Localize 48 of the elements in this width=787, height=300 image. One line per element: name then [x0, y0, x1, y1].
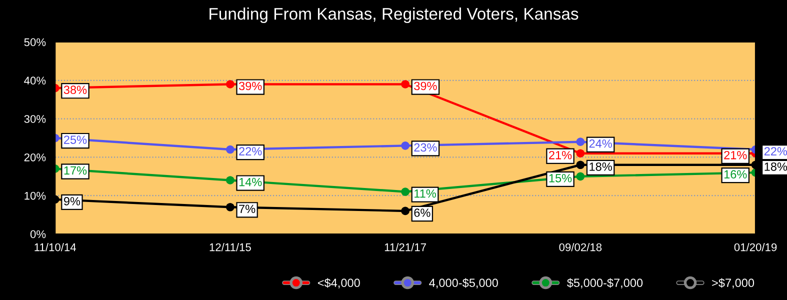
y-tick-label: 30%: [24, 115, 46, 123]
point: [576, 160, 585, 170]
y-tick-label: 40%: [24, 76, 46, 85]
x-tick-label: 11/21/17: [384, 243, 426, 252]
data-label: 39%: [414, 82, 437, 90]
x-tick-label: 12/11/15: [210, 243, 251, 252]
data-label: 24%: [589, 139, 612, 148]
point: [226, 176, 234, 184]
point: [576, 172, 585, 181]
point: [226, 202, 234, 212]
point: [401, 80, 410, 88]
point: [401, 188, 410, 196]
y-tick-label: 10%: [24, 192, 46, 200]
data-label: 15%: [549, 174, 572, 182]
point: [576, 138, 585, 146]
y-tick-label: 0%: [30, 230, 46, 238]
data-label: 9%: [64, 197, 80, 206]
data-label: 22%: [239, 147, 262, 156]
point: [576, 149, 585, 158]
x-tick-label: 09/02/18: [559, 243, 602, 252]
data-label: 23%: [414, 143, 437, 152]
legend-label: <$4,000: [318, 278, 360, 288]
data-label: 18%: [764, 162, 787, 171]
chart-title: Funding From Kansas, Registered Voters, Kansas: [210, 8, 578, 24]
legend-label: >$7,000: [712, 278, 754, 288]
data-label: 11%: [414, 189, 436, 198]
x-tick-label: 01/20/19: [734, 243, 777, 252]
data-label: 21%: [724, 150, 747, 160]
x-tick-label: 11/10/14: [34, 243, 76, 252]
data-label: 39%: [238, 82, 262, 90]
data-label: 38%: [64, 86, 87, 94]
data-label: 18%: [590, 162, 612, 171]
legend-label: $5,000-$7,000: [567, 278, 643, 288]
data-label: 14%: [239, 178, 262, 186]
data-label: 22%: [764, 147, 787, 156]
data-label: 16%: [724, 170, 747, 179]
point: [401, 142, 410, 150]
y-tick-label: 20%: [24, 153, 46, 162]
y-tick-label: 50%: [24, 38, 46, 46]
data-label: 25%: [64, 136, 87, 144]
point: [401, 206, 410, 216]
point: [226, 145, 234, 154]
data-label: 6%: [414, 208, 430, 217]
legend-label: 4,000-$5,000: [429, 278, 498, 288]
data-label: 7%: [239, 204, 256, 214]
data-label: 17%: [64, 166, 87, 175]
data-label: 21%: [549, 150, 572, 160]
point: [226, 80, 234, 88]
